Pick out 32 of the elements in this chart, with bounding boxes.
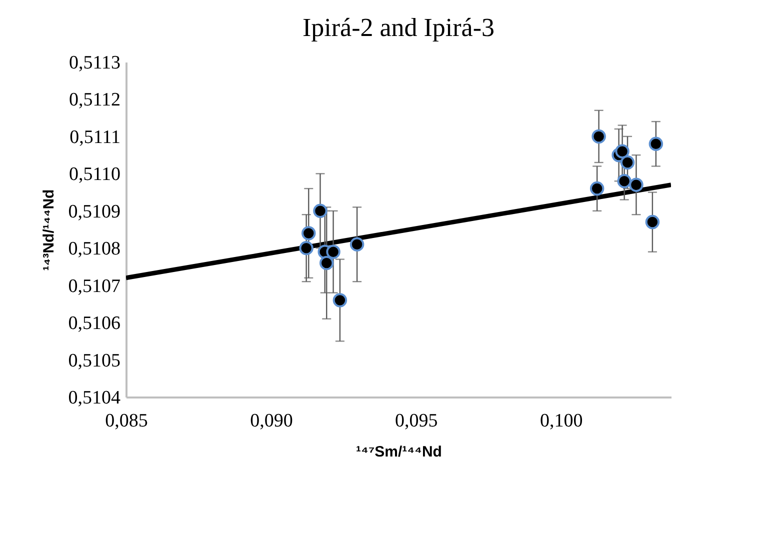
point (590, 181, 604, 196)
point (617, 174, 632, 188)
x-axis-title: ¹⁴⁷Sm/¹⁴⁴Nd (356, 444, 442, 460)
point (645, 214, 660, 230)
x-tick-label: 0,090 (250, 410, 293, 432)
x-tick-label: 0,100 (540, 410, 583, 432)
y-tick-label: 0,5104 (68, 388, 121, 408)
y-tick-label: 0,5106 (68, 313, 120, 334)
point (620, 155, 635, 170)
point (326, 244, 340, 259)
y-axis-title: ¹⁴³Nd/¹⁴⁴Nd (40, 189, 58, 271)
point (299, 241, 314, 256)
x-tick-label: 0,085 (105, 410, 148, 432)
y-tick-label: 0,5111 (70, 126, 120, 148)
y-tick-label: 0,5109 (68, 201, 120, 222)
y-tick-label: 0,5105 (68, 350, 120, 372)
point (629, 178, 644, 192)
point (313, 204, 328, 218)
point (350, 237, 364, 252)
point (615, 144, 630, 158)
point (648, 136, 664, 151)
point (302, 226, 316, 240)
point (319, 256, 334, 270)
y-tick-label: 0,5107 (68, 276, 120, 297)
point (332, 293, 348, 308)
y-tick-label: 0,5113 (68, 52, 120, 74)
y-tick-label: 0,5112 (68, 90, 120, 111)
chart-title: Ipirá-2 and Ipirá-3 (302, 13, 495, 42)
x-tick-label: 0,095 (395, 410, 438, 432)
point (592, 129, 606, 144)
y-tick-label: 0,5108 (68, 238, 120, 260)
y-tick-label: 0,5110 (68, 164, 120, 186)
